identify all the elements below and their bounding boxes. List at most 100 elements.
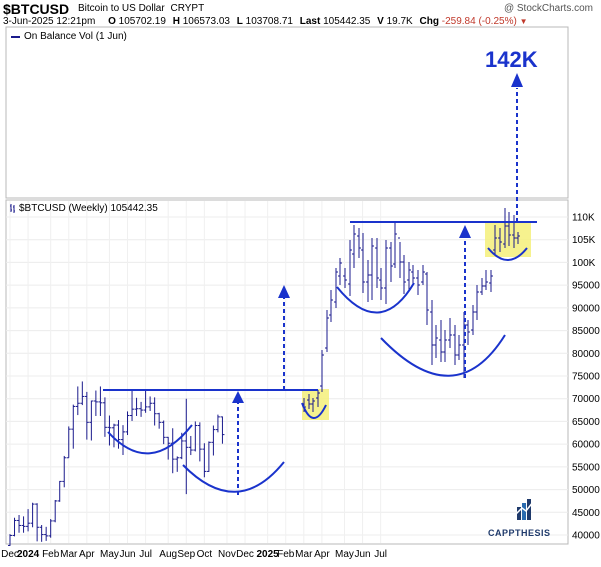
ohlc-bar (80, 381, 85, 406)
x-tick-label: Feb (42, 549, 60, 560)
ohlc-bar (197, 422, 202, 462)
ohlc-bar (107, 415, 112, 446)
capp-thesis-logo-icon (515, 499, 534, 520)
y-tick-label: 50000 (572, 485, 600, 496)
ohlc-bar (89, 400, 94, 441)
ohlc-bar (12, 517, 17, 537)
high-label: H (172, 16, 180, 27)
ohlc-bar (71, 404, 76, 449)
ohlc-bar (220, 416, 225, 444)
x-tick-label: Nov (218, 549, 236, 560)
x-tick-label: Jun (119, 549, 135, 560)
y-tick-label: 75000 (572, 372, 600, 383)
ohlc-bar (17, 515, 22, 533)
cup-arc-3 (301, 402, 327, 419)
ohlc-bar (202, 443, 207, 478)
price-legend-icon (10, 204, 15, 213)
ohlc-bar (39, 525, 44, 542)
cup-arc-6 (487, 247, 528, 261)
last-label: Last (299, 16, 321, 27)
x-tick-label: May (335, 549, 354, 560)
x-tick-label: Apr (314, 549, 330, 560)
price-gridlines (6, 201, 568, 543)
ohlc-bar (215, 414, 220, 433)
ohlc-bar (48, 519, 53, 538)
ohlc-bar (8, 534, 12, 546)
ohlc-bar (21, 516, 26, 533)
high-value: 106573.03 (182, 16, 230, 27)
y-tick-label: 105K (572, 235, 596, 246)
low-value: 103708.71 (245, 16, 293, 27)
ohlc-bar (148, 396, 153, 411)
ohlc-bar (62, 455, 67, 488)
cup-arc-1 (107, 424, 193, 455)
y-tick-label: 85000 (572, 326, 600, 337)
arrow-heads (232, 73, 523, 403)
volume-label: V (377, 16, 384, 27)
x-tick-label: Apr (79, 549, 95, 560)
ohlc-bar (139, 401, 144, 417)
x-tick-label: Dec (236, 549, 254, 560)
datetime: 3-Jun-2025 12:21pm (3, 16, 96, 27)
ohlc-bar (188, 435, 193, 456)
dashed-arrows (237, 88, 518, 495)
change-value: -259.84 (-0.25%) (441, 16, 517, 27)
y-tick-label: 95000 (572, 281, 600, 292)
cup-arc-2 (182, 461, 285, 493)
ohlc-bar (102, 397, 107, 437)
cup-arc-4 (336, 282, 415, 314)
ohlc-bar (35, 503, 40, 542)
y-tick-label: 55000 (572, 462, 600, 473)
ohlc-bar (53, 500, 58, 523)
ohlc-bar (26, 509, 31, 532)
price-target-label: 142K (485, 47, 538, 72)
x-tick-label: May (100, 549, 119, 560)
ohlc-bar (84, 391, 89, 440)
y-tick-label: 80000 (572, 349, 600, 360)
ohlc-bar (157, 412, 162, 429)
y-tick-label: 70000 (572, 394, 600, 405)
y-tick-label: 45000 (572, 508, 600, 519)
ohlc-bar (111, 423, 116, 448)
quote-line: 3-Jun-2025 12:21pm O 105702.19 H 106573.… (3, 16, 528, 27)
x-tick-label: Feb (277, 549, 295, 560)
x-tick-label: Aug (159, 549, 177, 560)
y-tick-label: 100K (572, 258, 596, 269)
watermark: @ StockCharts.com (503, 3, 593, 14)
x-tick-label: 2025 (257, 549, 280, 560)
ohlc-bar (57, 480, 62, 502)
x-tick-label: Dec (1, 549, 19, 560)
price-pane (5, 199, 569, 545)
ohlc-bar (211, 425, 216, 456)
ohlc-bar (130, 390, 135, 421)
x-tick-label: 2024 (17, 549, 40, 560)
open-label: O (108, 16, 116, 27)
price-bars-late (302, 208, 520, 412)
x-tick-label: Sep (177, 549, 195, 560)
ohlc-bar (184, 398, 189, 495)
ohlc-bar (206, 441, 211, 472)
obv-legend: On Balance Vol (1 Jun) (24, 31, 127, 42)
ohlc-bar (193, 421, 198, 452)
cup-arc-5 (380, 334, 506, 377)
y-tick-label: 90000 (572, 303, 600, 314)
ohlc-bar (75, 386, 80, 416)
exchange: CRYPT (170, 3, 205, 14)
volume-value: 19.7K (386, 16, 413, 27)
highlight-box-breakout-2024 (302, 389, 329, 420)
ohlc-bar (66, 426, 71, 459)
ohlc-bar (98, 386, 103, 416)
ohlc-bar (152, 397, 157, 426)
ohlc-bar (30, 502, 35, 528)
x-tick-label: Oct (197, 549, 213, 560)
obv-pane (5, 26, 569, 199)
ohlc-bar (143, 390, 148, 413)
capp-thesis-logo-text: CAPPTHESIS (488, 528, 551, 538)
x-tick-label: Jun (354, 549, 370, 560)
x-tick-label: Jul (374, 549, 387, 560)
y-axis: 40000 45000 50000 55000 60000 65000 70000 75000… (572, 213, 600, 542)
x-tick-label: Mar (60, 549, 78, 560)
ohlc-bar (116, 420, 121, 449)
